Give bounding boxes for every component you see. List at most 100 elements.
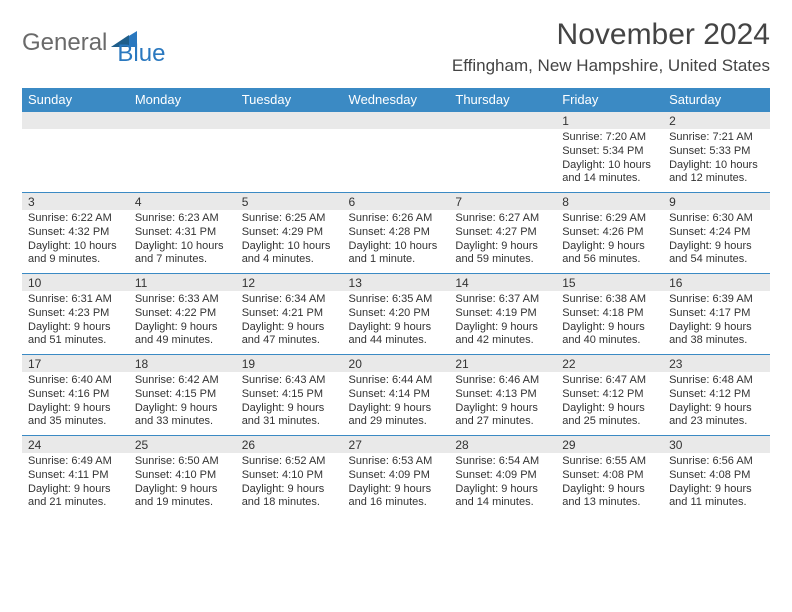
sunrise-text: Sunrise: 6:33 AM bbox=[135, 293, 230, 307]
daylight-text: Daylight: 9 hours and 56 minutes. bbox=[562, 240, 657, 268]
day-details: Sunrise: 6:54 AMSunset: 4:09 PMDaylight:… bbox=[449, 453, 556, 516]
sunset-text: Sunset: 5:34 PM bbox=[562, 145, 657, 159]
day-number: 13 bbox=[343, 273, 450, 291]
daylight-text: Daylight: 9 hours and 16 minutes. bbox=[349, 483, 444, 511]
day-details: Sunrise: 6:47 AMSunset: 4:12 PMDaylight:… bbox=[556, 372, 663, 435]
day-details: Sunrise: 7:21 AMSunset: 5:33 PMDaylight:… bbox=[663, 129, 770, 192]
day-number: 6 bbox=[343, 192, 450, 210]
brand-text-1: General bbox=[22, 29, 107, 57]
calendar-day-cell: 2Sunrise: 7:21 AMSunset: 5:33 PMDaylight… bbox=[663, 111, 770, 192]
sunrise-text: Sunrise: 6:49 AM bbox=[28, 455, 123, 469]
day-details bbox=[22, 129, 129, 187]
calendar-day-cell: 6Sunrise: 6:26 AMSunset: 4:28 PMDaylight… bbox=[343, 192, 450, 273]
calendar-day-cell: 8Sunrise: 6:29 AMSunset: 4:26 PMDaylight… bbox=[556, 192, 663, 273]
day-number: 16 bbox=[663, 273, 770, 291]
dow-wednesday: Wednesday bbox=[343, 88, 450, 111]
sunset-text: Sunset: 4:13 PM bbox=[455, 388, 550, 402]
sunset-text: Sunset: 4:21 PM bbox=[242, 307, 337, 321]
brand-text-2: Blue bbox=[117, 40, 165, 68]
day-number: 24 bbox=[22, 435, 129, 453]
day-details bbox=[129, 129, 236, 187]
sunset-text: Sunset: 4:22 PM bbox=[135, 307, 230, 321]
calendar-day-cell: 11Sunrise: 6:33 AMSunset: 4:22 PMDayligh… bbox=[129, 273, 236, 354]
sunrise-text: Sunrise: 6:56 AM bbox=[669, 455, 764, 469]
day-details: Sunrise: 6:53 AMSunset: 4:09 PMDaylight:… bbox=[343, 453, 450, 516]
day-details: Sunrise: 6:50 AMSunset: 4:10 PMDaylight:… bbox=[129, 453, 236, 516]
sunrise-text: Sunrise: 6:48 AM bbox=[669, 374, 764, 388]
sunset-text: Sunset: 4:29 PM bbox=[242, 226, 337, 240]
day-number: 11 bbox=[129, 273, 236, 291]
sunrise-text: Sunrise: 6:38 AM bbox=[562, 293, 657, 307]
day-number: 22 bbox=[556, 354, 663, 372]
sunrise-text: Sunrise: 6:22 AM bbox=[28, 212, 123, 226]
day-details bbox=[343, 129, 450, 187]
sunset-text: Sunset: 4:31 PM bbox=[135, 226, 230, 240]
sunset-text: Sunset: 4:15 PM bbox=[135, 388, 230, 402]
dow-tuesday: Tuesday bbox=[236, 88, 343, 111]
day-number: 15 bbox=[556, 273, 663, 291]
month-title: November 2024 bbox=[452, 18, 770, 52]
day-details: Sunrise: 6:27 AMSunset: 4:27 PMDaylight:… bbox=[449, 210, 556, 273]
day-details bbox=[449, 129, 556, 187]
daylight-text: Daylight: 9 hours and 29 minutes. bbox=[349, 402, 444, 430]
calendar-day-cell: 10Sunrise: 6:31 AMSunset: 4:23 PMDayligh… bbox=[22, 273, 129, 354]
sunrise-text: Sunrise: 6:34 AM bbox=[242, 293, 337, 307]
day-number: 19 bbox=[236, 354, 343, 372]
location-subtitle: Effingham, New Hampshire, United States bbox=[452, 56, 770, 76]
day-details: Sunrise: 6:33 AMSunset: 4:22 PMDaylight:… bbox=[129, 291, 236, 354]
day-number: 1 bbox=[556, 111, 663, 129]
day-number bbox=[449, 111, 556, 129]
calendar-week-row: 24Sunrise: 6:49 AMSunset: 4:11 PMDayligh… bbox=[22, 435, 770, 516]
calendar-day-cell: 1Sunrise: 7:20 AMSunset: 5:34 PMDaylight… bbox=[556, 111, 663, 192]
title-block: November 2024 Effingham, New Hampshire, … bbox=[452, 18, 770, 76]
day-details: Sunrise: 6:34 AMSunset: 4:21 PMDaylight:… bbox=[236, 291, 343, 354]
daylight-text: Daylight: 10 hours and 14 minutes. bbox=[562, 159, 657, 187]
sunrise-text: Sunrise: 6:30 AM bbox=[669, 212, 764, 226]
daylight-text: Daylight: 9 hours and 40 minutes. bbox=[562, 321, 657, 349]
sunrise-text: Sunrise: 6:31 AM bbox=[28, 293, 123, 307]
sunrise-text: Sunrise: 6:47 AM bbox=[562, 374, 657, 388]
daylight-text: Daylight: 9 hours and 25 minutes. bbox=[562, 402, 657, 430]
dow-monday: Monday bbox=[129, 88, 236, 111]
daylight-text: Daylight: 9 hours and 23 minutes. bbox=[669, 402, 764, 430]
sunset-text: Sunset: 4:26 PM bbox=[562, 226, 657, 240]
daylight-text: Daylight: 9 hours and 33 minutes. bbox=[135, 402, 230, 430]
day-details: Sunrise: 6:56 AMSunset: 4:08 PMDaylight:… bbox=[663, 453, 770, 516]
calendar-day-cell: 7Sunrise: 6:27 AMSunset: 4:27 PMDaylight… bbox=[449, 192, 556, 273]
daylight-text: Daylight: 9 hours and 11 minutes. bbox=[669, 483, 764, 511]
sunrise-text: Sunrise: 6:39 AM bbox=[669, 293, 764, 307]
calendar-day-cell bbox=[343, 111, 450, 192]
calendar-week-row: 10Sunrise: 6:31 AMSunset: 4:23 PMDayligh… bbox=[22, 273, 770, 354]
calendar-day-cell: 9Sunrise: 6:30 AMSunset: 4:24 PMDaylight… bbox=[663, 192, 770, 273]
day-details: Sunrise: 6:40 AMSunset: 4:16 PMDaylight:… bbox=[22, 372, 129, 435]
day-number: 20 bbox=[343, 354, 450, 372]
day-details: Sunrise: 6:55 AMSunset: 4:08 PMDaylight:… bbox=[556, 453, 663, 516]
calendar-day-cell: 30Sunrise: 6:56 AMSunset: 4:08 PMDayligh… bbox=[663, 435, 770, 516]
day-number: 2 bbox=[663, 111, 770, 129]
calendar-day-cell: 17Sunrise: 6:40 AMSunset: 4:16 PMDayligh… bbox=[22, 354, 129, 435]
day-number: 26 bbox=[236, 435, 343, 453]
calendar-day-cell: 14Sunrise: 6:37 AMSunset: 4:19 PMDayligh… bbox=[449, 273, 556, 354]
daylight-text: Daylight: 10 hours and 9 minutes. bbox=[28, 240, 123, 268]
sunset-text: Sunset: 4:08 PM bbox=[562, 469, 657, 483]
calendar-week-row: 3Sunrise: 6:22 AMSunset: 4:32 PMDaylight… bbox=[22, 192, 770, 273]
sunset-text: Sunset: 4:19 PM bbox=[455, 307, 550, 321]
day-number: 5 bbox=[236, 192, 343, 210]
calendar-day-cell: 21Sunrise: 6:46 AMSunset: 4:13 PMDayligh… bbox=[449, 354, 556, 435]
daylight-text: Daylight: 9 hours and 18 minutes. bbox=[242, 483, 337, 511]
day-number: 12 bbox=[236, 273, 343, 291]
daylight-text: Daylight: 9 hours and 13 minutes. bbox=[562, 483, 657, 511]
calendar-day-cell: 24Sunrise: 6:49 AMSunset: 4:11 PMDayligh… bbox=[22, 435, 129, 516]
calendar-week-row: 1Sunrise: 7:20 AMSunset: 5:34 PMDaylight… bbox=[22, 111, 770, 192]
day-details: Sunrise: 6:23 AMSunset: 4:31 PMDaylight:… bbox=[129, 210, 236, 273]
daylight-text: Daylight: 9 hours and 54 minutes. bbox=[669, 240, 764, 268]
day-details: Sunrise: 6:43 AMSunset: 4:15 PMDaylight:… bbox=[236, 372, 343, 435]
dow-saturday: Saturday bbox=[663, 88, 770, 111]
sunrise-text: Sunrise: 6:46 AM bbox=[455, 374, 550, 388]
daylight-text: Daylight: 9 hours and 35 minutes. bbox=[28, 402, 123, 430]
daylight-text: Daylight: 9 hours and 14 minutes. bbox=[455, 483, 550, 511]
sunrise-text: Sunrise: 6:29 AM bbox=[562, 212, 657, 226]
sunrise-text: Sunrise: 6:43 AM bbox=[242, 374, 337, 388]
calendar-day-cell: 4Sunrise: 6:23 AMSunset: 4:31 PMDaylight… bbox=[129, 192, 236, 273]
sunrise-text: Sunrise: 6:23 AM bbox=[135, 212, 230, 226]
